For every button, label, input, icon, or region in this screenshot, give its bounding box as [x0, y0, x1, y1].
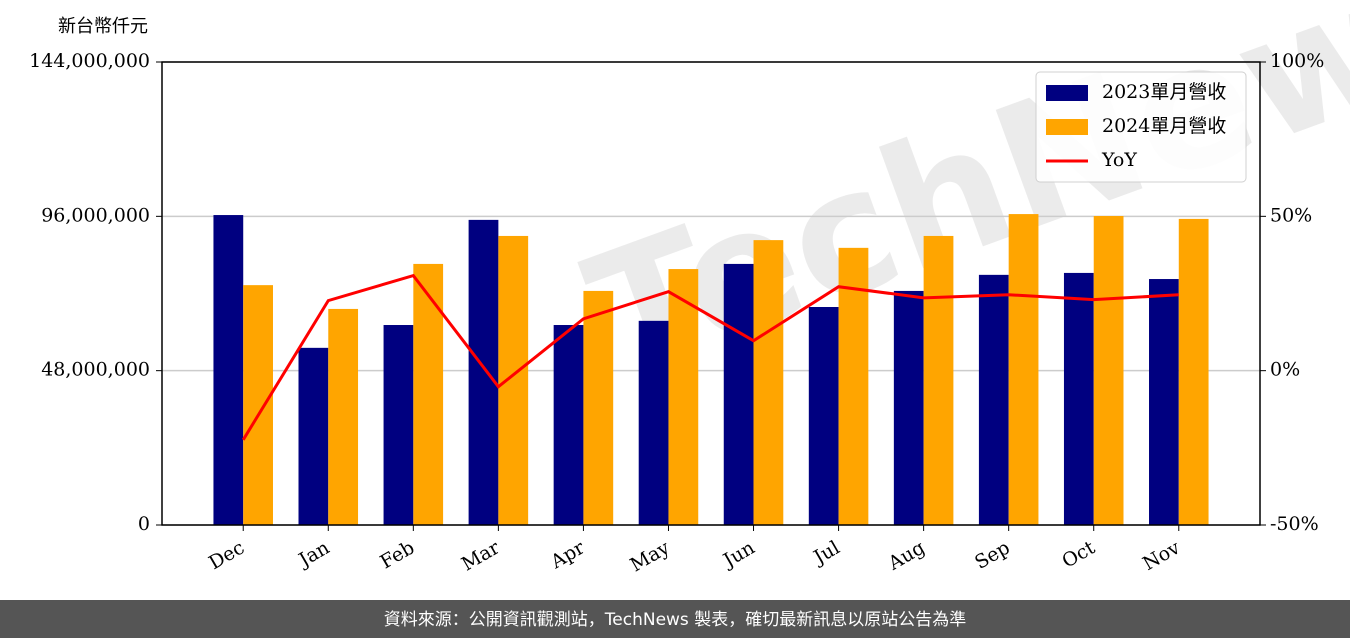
bar — [553, 325, 584, 525]
y-tick-label: 144,000,000 — [29, 50, 150, 72]
bar — [583, 290, 614, 525]
bar — [753, 240, 784, 525]
bar — [1093, 216, 1124, 525]
x-tick-label: Jul — [808, 537, 843, 570]
footer: 資料來源：公開資訊觀測站，TechNews 製表，確切最新訊息以原站公告為準 — [384, 610, 966, 630]
legend-label: 2024單月營收 — [1102, 115, 1226, 137]
bar — [1008, 214, 1039, 525]
bar — [213, 215, 244, 525]
y2-tick-label: 50% — [1270, 204, 1312, 226]
x-tick-label: Aug — [884, 537, 929, 576]
yoy-line — [241, 273, 1179, 441]
x-tick-label: Dec — [205, 537, 248, 575]
x-tick-label: Feb — [377, 537, 419, 574]
bar — [413, 263, 444, 525]
legend-label: 2023單月營收 — [1102, 81, 1226, 103]
x-tick-label: Nov — [1139, 536, 1184, 575]
legend-box — [1035, 71, 1247, 183]
bar — [1149, 279, 1179, 525]
legend-swatch — [1046, 85, 1088, 101]
bar — [808, 307, 839, 525]
y-tick-label: 0 — [138, 513, 150, 535]
x-tick-label: May — [627, 536, 674, 576]
y-tick-label: 48,000,000 — [41, 359, 150, 381]
bar — [923, 235, 954, 525]
y-axis-label: 新台幣仟元 — [58, 16, 148, 37]
bar — [1063, 272, 1094, 525]
bar — [668, 269, 699, 525]
x-tick-label: Jan — [294, 537, 334, 573]
bar — [638, 320, 669, 525]
bar — [298, 347, 329, 525]
bar — [383, 325, 414, 525]
legend-swatch — [1046, 119, 1088, 135]
x-tick-label: Sep — [971, 537, 1014, 574]
bar — [838, 247, 869, 525]
x-tick-label: Oct — [1058, 536, 1099, 572]
plot-frame — [161, 61, 1261, 526]
x-tick-label: Mar — [458, 536, 504, 575]
bar — [893, 290, 924, 525]
x-tick-label: Apr — [546, 536, 589, 573]
y2-tick-label: 0% — [1270, 359, 1300, 381]
footer-bar — [0, 600, 1350, 638]
legend-label: YoY — [1101, 149, 1137, 171]
bar — [468, 219, 499, 526]
y2-tick-label: 100% — [1270, 50, 1324, 72]
bar — [723, 263, 754, 525]
bar — [498, 235, 529, 525]
y-tick-label: 96,000,000 — [41, 204, 150, 226]
bar — [1178, 218, 1209, 525]
bar — [328, 308, 359, 525]
y2-tick-label: -50% — [1270, 513, 1319, 535]
bar — [243, 285, 273, 525]
x-tick-label: Jun — [718, 537, 759, 573]
bar — [978, 274, 1009, 525]
